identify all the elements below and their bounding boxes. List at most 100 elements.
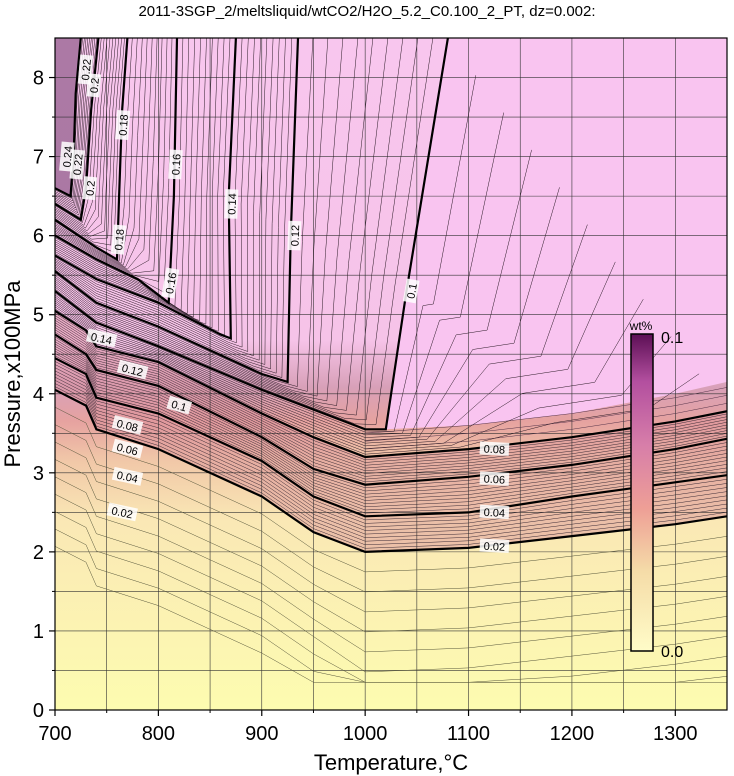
contour-label-text: 0.14 [226,193,239,215]
contour-0.1 [55,38,449,431]
minor-contour [55,38,219,329]
colorbar: wt% 0.1 0.0 [629,319,684,661]
minor-contour [55,38,293,378]
contour-label: 0.02 [479,538,510,554]
transition-band-fill [55,310,727,552]
contour-label-text: 0.1 [405,283,419,300]
contour-label-text: 0.1 [170,399,188,415]
minor-contour [55,364,727,524]
minor-contour [55,343,727,498]
minor-contour [55,38,143,266]
minor-contour [55,322,727,472]
minor-contour [55,112,504,436]
minor-contour [365,387,727,434]
x-tick-label: 1000 [343,723,388,745]
y-tick-label: 6 [33,226,44,248]
minor-contour [55,350,727,508]
minor-contour [55,353,727,511]
high-region-fill [385,38,727,430]
minor-contour [55,38,249,348]
minor-contour [55,38,158,272]
plot-frame [54,37,728,711]
minor-contour [365,395,727,442]
contour-label-text: 0.22 [72,153,86,175]
contour-label-text: 0.04 [483,507,505,520]
contour-label: 0.06 [479,471,510,487]
minor-contour [55,367,727,528]
minor-contour [55,370,727,531]
contour-label: 0.16 [161,267,180,299]
contour-label-text: 0.2 [89,77,102,93]
x-tick-label: 1200 [550,723,595,745]
contour-label: 0.16 [168,149,184,180]
minor-contour [55,38,117,237]
minor-contour [55,317,727,466]
minor-contour [55,38,190,311]
contour-label-text: 0.14 [90,331,113,347]
minor-contour [55,346,727,501]
contour-label-text: 0.04 [115,470,138,486]
minor-contour [55,441,727,613]
y-tick-label: 3 [33,463,44,485]
minor-contour [55,38,374,406]
x-tick-label: 900 [245,723,278,745]
minor-contour [55,336,727,489]
colorbar-fill [630,333,654,652]
minor-contour [55,38,434,425]
colorbar-unit: wt% [629,319,653,333]
y-tick-label: 2 [33,542,44,564]
minor-contour [55,476,727,653]
contour-label: 0.18 [115,109,131,140]
minor-contour [55,341,727,495]
minor-contour [55,383,727,546]
minor-contour [55,546,727,683]
contour-label: 0.1 [166,395,193,415]
contour-label-text: 0.08 [483,444,505,457]
contour-label: 0.12 [287,220,303,251]
minor-contour [55,38,213,325]
contour-label-text: 0.12 [290,225,303,247]
y-tick-label: 8 [33,68,44,90]
x-tick-label: 800 [142,723,175,745]
contour-labels: 0.020.040.060.080.10.120.140.160.180.20.… [59,54,510,554]
grid-lines [55,38,727,710]
minor-contour [55,38,359,402]
minor-contour [55,38,148,268]
contour-label-text: 0.22 [80,58,94,80]
x-tick-label: 1100 [447,723,490,745]
minor-contour [55,38,274,365]
y-tick-label: 0 [33,700,44,722]
contour-label: 0.14 [85,328,118,347]
contour-label-text: 0.18 [117,114,130,136]
minor-contour [55,38,419,421]
contour-label-text: 0.06 [115,442,139,459]
contour-label: 0.22 [77,54,94,85]
contour-label: 0.24 [59,141,75,172]
minor-contour [55,331,727,483]
minor-contour [55,38,114,235]
contour-label: 0.18 [110,224,127,255]
minor-contour [55,406,727,573]
minor-contour [55,75,477,433]
minor-contour [55,312,727,461]
colorbar-min-label: 0.0 [661,644,683,661]
contour-label-text: 0.06 [483,474,505,487]
minor-contour [55,459,727,633]
minor-contour [55,38,138,264]
x-axis-ticks: 700 800 900 1000 1100 1200 1300 [38,710,698,745]
x-axis-label: Temperature,°C [314,750,468,775]
contour-label-text: 0.02 [110,505,133,521]
minor-contour [55,38,389,411]
minor-contour [55,38,168,282]
contour-label-text: 0.16 [164,272,180,295]
contour-label: 0.08 [111,415,144,435]
minor-contour [55,149,532,438]
contour-label-text: 0.02 [483,541,505,554]
contour-label: 0.02 [106,502,138,521]
minor-contour [55,348,727,504]
minor-contour [55,511,727,683]
minor-contour [55,327,727,477]
minor-contour [55,38,255,352]
minor-contour [55,38,153,270]
